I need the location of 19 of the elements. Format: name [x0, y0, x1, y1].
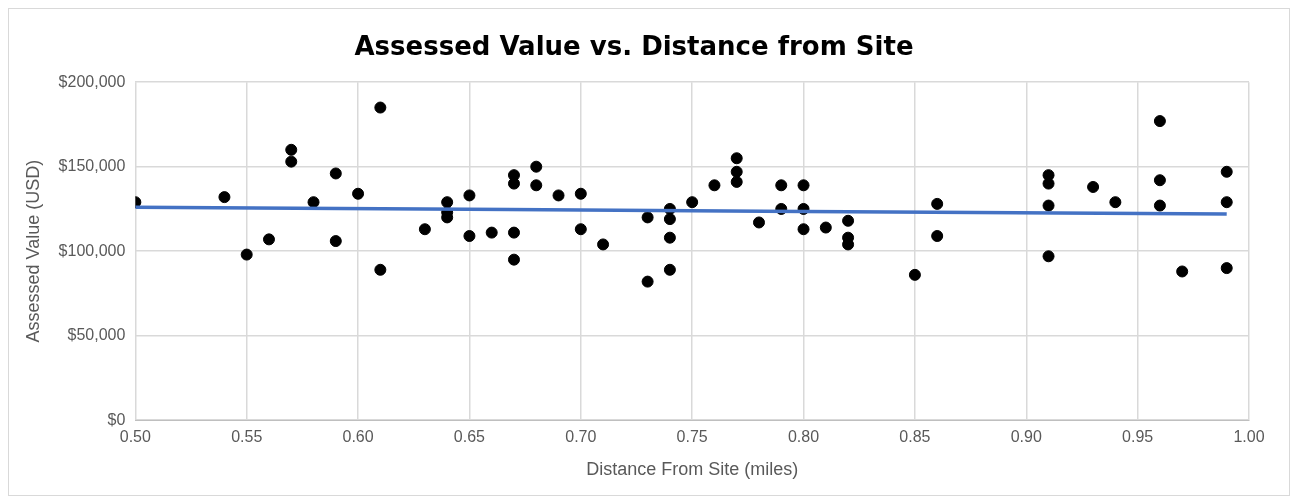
- y-tick-label: $150,000: [58, 157, 126, 175]
- x-tick-label: 0.80: [787, 428, 820, 446]
- x-tick-label: 0.65: [453, 428, 486, 446]
- x-tick-label: 0.60: [342, 428, 374, 446]
- x-tick-label: 0.55: [231, 428, 263, 446]
- x-tick-label: 0.90: [1010, 428, 1042, 446]
- y-tick-label: $50,000: [67, 326, 126, 344]
- y-tick-label: $200,000: [58, 72, 126, 90]
- x-tick-label: 0.50: [119, 428, 152, 446]
- y-tick-label: $0: [107, 410, 126, 428]
- x-axis-title: Distance From Site (miles): [586, 459, 799, 480]
- x-tick-label: 0.85: [899, 428, 931, 446]
- x-tick-label: 0.70: [565, 428, 597, 446]
- x-tick-label: 1.00: [1233, 428, 1265, 446]
- y-tick-label: $100,000: [58, 241, 126, 259]
- x-tick-label: 0.95: [1122, 428, 1154, 446]
- y-axis-title: Assessed Value (USD): [22, 159, 43, 343]
- x-tick-label: 0.75: [676, 428, 708, 446]
- chart-title: Assessed Value vs. Distance from Site: [354, 31, 914, 62]
